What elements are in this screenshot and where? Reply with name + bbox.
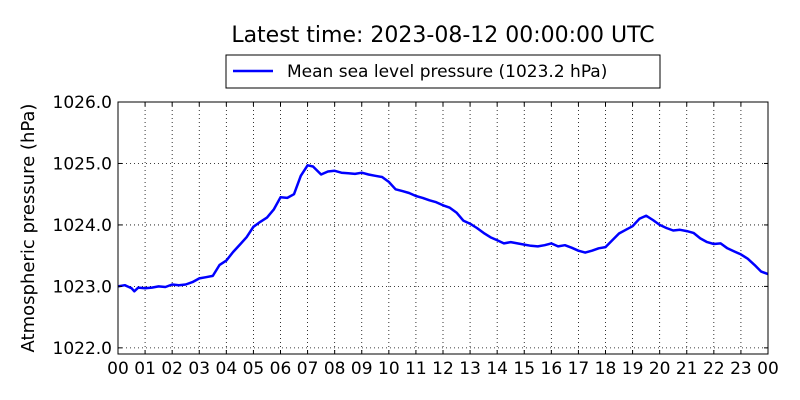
x-tick-label: 01 (134, 359, 156, 379)
x-tick-label: 08 (324, 359, 346, 379)
plot-area (117, 164, 769, 293)
x-tick-label: 13 (459, 359, 481, 379)
x-tick-label: 14 (486, 359, 508, 379)
y-tick-label: 1023.0 (53, 277, 112, 297)
x-tick-label: 03 (188, 359, 210, 379)
x-tick-label: 19 (622, 359, 644, 379)
legend-box (225, 54, 661, 89)
x-tick-label: 23 (730, 359, 752, 379)
x-tick-label: 15 (513, 359, 535, 379)
x-axis: 00 01 02 03 04 05 06 07 08 09 10 11 12 13 14 15 16 17 18 19… (107, 102, 779, 379)
y-axis-label: Atmospheric pressure (hPa) (18, 104, 39, 353)
x-tick-label: 00 (107, 359, 129, 379)
y-tick-label: 1026.0 (53, 93, 112, 113)
x-tick-label: 20 (649, 359, 671, 379)
x-tick-label: 04 (216, 359, 238, 379)
x-tick-label: 00 (757, 359, 779, 379)
x-tick-label: 11 (405, 359, 427, 379)
legend-entry: Mean sea level pressure (1023.2 hPa) (287, 62, 607, 82)
x-tick-label: 09 (351, 359, 373, 379)
x-tick-label: 12 (432, 359, 454, 379)
chart-title: Latest time: 2023-08-12 00:00:00 UTC (231, 23, 654, 48)
x-tick-label: 21 (676, 359, 698, 379)
x-tick-label: 02 (161, 359, 183, 379)
y-tick-label: 1022.0 (53, 339, 112, 359)
x-tick-label: 07 (297, 359, 319, 379)
y-tick-label: 1025.0 (53, 154, 112, 174)
x-tick-label: 05 (243, 359, 265, 379)
plot-frame (117, 101, 769, 355)
x-tick-label: 22 (703, 359, 725, 379)
x-tick-label: 10 (378, 359, 400, 379)
series-line-mean-sea-level-pressure (117, 164, 769, 293)
y-axis: 1022.0 1023.0 1024.0 1025.0 1026.0 (53, 93, 768, 359)
y-tick-label: 1024.0 (53, 216, 112, 236)
x-tick-label: 16 (541, 359, 563, 379)
x-tick-label: 18 (595, 359, 617, 379)
legend: Mean sea level pressure (1023.2 hPa) (225, 54, 661, 89)
x-tick-label: 17 (568, 359, 590, 379)
x-tick-label: 06 (270, 359, 292, 379)
grid (118, 102, 768, 354)
